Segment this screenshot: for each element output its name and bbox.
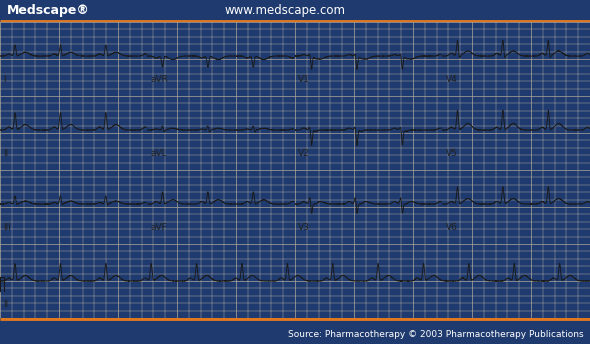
Text: aVF: aVF xyxy=(150,223,167,232)
Text: III: III xyxy=(3,223,11,232)
Text: II: II xyxy=(3,149,8,158)
Text: V1: V1 xyxy=(298,75,310,84)
Text: aVR: aVR xyxy=(150,75,168,84)
Text: Source: Pharmacotherapy © 2003 Pharmacotherapy Publications: Source: Pharmacotherapy © 2003 Pharmacot… xyxy=(289,330,584,338)
Text: I: I xyxy=(3,75,5,84)
Text: V3: V3 xyxy=(298,223,310,232)
Text: www.medscape.com: www.medscape.com xyxy=(224,4,345,17)
Text: aVL: aVL xyxy=(150,149,167,158)
Text: V5: V5 xyxy=(445,149,457,158)
Text: Medscape®: Medscape® xyxy=(7,4,90,17)
Text: V6: V6 xyxy=(445,223,457,232)
Text: II: II xyxy=(3,300,8,309)
Text: V2: V2 xyxy=(298,149,310,158)
Text: V4: V4 xyxy=(445,75,457,84)
